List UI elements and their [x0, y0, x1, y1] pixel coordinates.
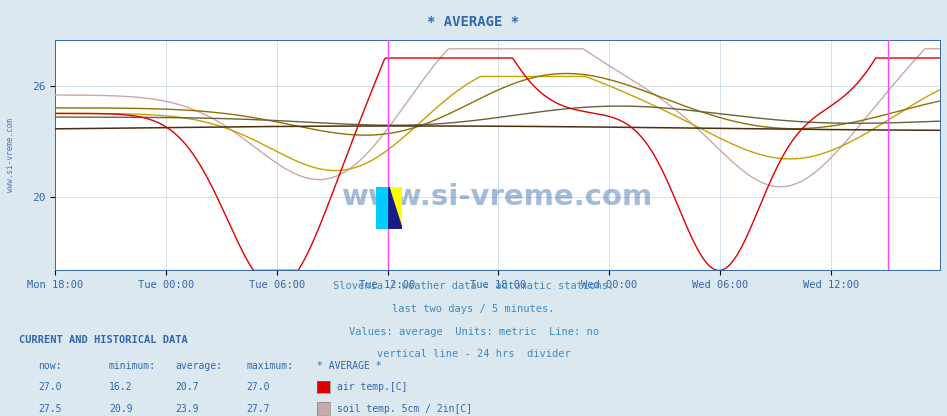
Text: air temp.[C]: air temp.[C]: [337, 382, 407, 392]
Text: 16.2: 16.2: [109, 382, 133, 392]
Text: www.si-vreme.com: www.si-vreme.com: [342, 183, 653, 210]
Text: minimum:: minimum:: [109, 361, 156, 371]
Text: now:: now:: [38, 361, 62, 371]
Text: maximum:: maximum:: [246, 361, 294, 371]
Text: * AVERAGE *: * AVERAGE *: [427, 15, 520, 29]
Text: 27.0: 27.0: [38, 382, 62, 392]
Text: 20.9: 20.9: [109, 404, 133, 414]
Text: 27.5: 27.5: [38, 404, 62, 414]
Polygon shape: [389, 187, 402, 229]
Text: average:: average:: [175, 361, 223, 371]
Text: 23.9: 23.9: [175, 404, 199, 414]
Text: soil temp. 5cm / 2in[C]: soil temp. 5cm / 2in[C]: [337, 404, 473, 414]
Text: 20.7: 20.7: [175, 382, 199, 392]
Text: * AVERAGE *: * AVERAGE *: [317, 361, 382, 371]
Text: CURRENT AND HISTORICAL DATA: CURRENT AND HISTORICAL DATA: [19, 335, 188, 345]
Text: 27.0: 27.0: [246, 382, 270, 392]
Text: last two days / 5 minutes.: last two days / 5 minutes.: [392, 304, 555, 314]
Polygon shape: [376, 187, 389, 229]
Text: www.si-vreme.com: www.si-vreme.com: [6, 118, 15, 192]
Text: Slovenia / weather data - automatic stations.: Slovenia / weather data - automatic stat…: [333, 281, 614, 291]
Text: 27.7: 27.7: [246, 404, 270, 414]
Text: Values: average  Units: metric  Line: no: Values: average Units: metric Line: no: [348, 327, 599, 337]
Text: vertical line - 24 hrs  divider: vertical line - 24 hrs divider: [377, 349, 570, 359]
